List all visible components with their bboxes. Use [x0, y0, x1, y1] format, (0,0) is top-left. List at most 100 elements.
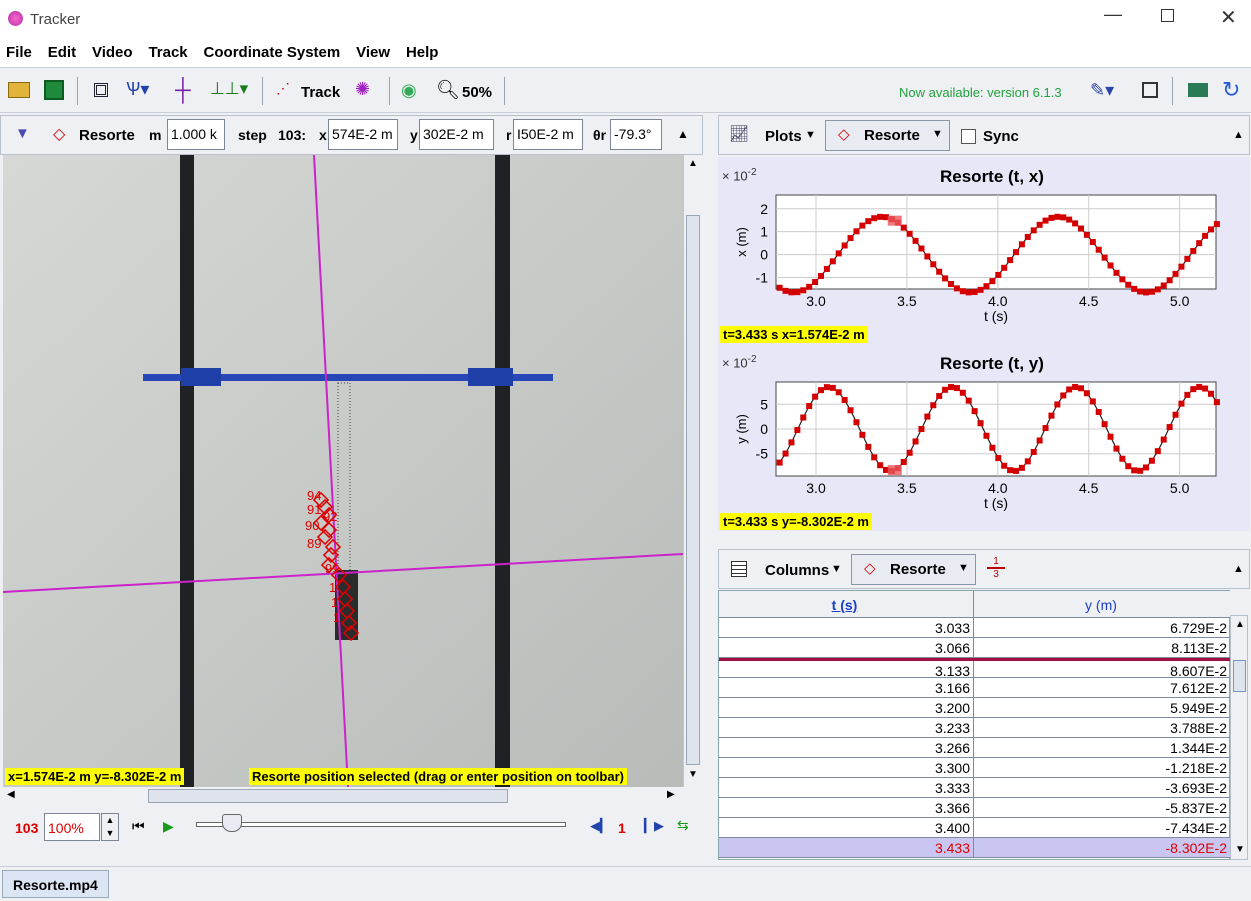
eye-icon[interactable]: ◉ [401, 80, 417, 100]
table-row[interactable]: 3.233 3.788E-2 [719, 718, 1230, 738]
refresh-icon[interactable]: ↻ [1222, 77, 1241, 102]
cell-y[interactable]: 3.788E-2 [1170, 720, 1227, 736]
zoom-level[interactable]: 50% [462, 84, 493, 101]
cell-t[interactable]: 3.033 [719, 618, 974, 638]
cell-t[interactable]: 3.200 [719, 698, 974, 718]
table-row[interactable]: 3.366 -5.837E-2 [719, 798, 1230, 818]
table-row[interactable]: 3.200 5.949E-2 [719, 698, 1230, 718]
rate-field[interactable]: 100% [44, 813, 100, 841]
table-row[interactable]: 3.066 8.113E-2 [719, 638, 1230, 658]
cell-y[interactable]: -1.218E-2 [1165, 760, 1227, 776]
table-row[interactable]: 3.433 -8.302E-2 [719, 838, 1230, 858]
cell-y[interactable]: 8.607E-2 [1170, 663, 1227, 679]
plot-x-chart[interactable]: 3.0 3.5 4.0 4.5 5.0 2 1 0 -1 x (m) t (s) [718, 157, 1250, 344]
cell-y[interactable]: 1.344E-2 [1170, 740, 1227, 756]
menu-help[interactable]: Help [405, 44, 439, 61]
reset-icon[interactable]: ⏮ [132, 818, 145, 834]
cell-t[interactable]: 3.333 [719, 778, 974, 798]
measuring-tools-icon[interactable]: ⊥⊥▾ [210, 79, 249, 98]
r-magnitude-field[interactable]: I50E-2 m [513, 119, 583, 150]
collapse-icon[interactable]: ▲ [677, 127, 689, 141]
menu-coordinate-system[interactable]: Coordinate System [203, 44, 341, 61]
menu-edit[interactable]: Edit [47, 44, 77, 61]
menu-file[interactable]: File [6, 44, 32, 61]
video-view[interactable]: 94 91 92 90 89 99 1 1 1 x=1.574E-2 m y=-… [3, 155, 683, 787]
maximize-icon[interactable] [1161, 9, 1174, 22]
axes-icon[interactable]: ┼ [175, 77, 191, 102]
table-row[interactable]: 3.266 1.344E-2 [719, 738, 1230, 758]
plots-menu[interactable]: Plots [765, 128, 802, 145]
slider-handle[interactable] [222, 814, 242, 832]
table-row[interactable]: 3.166 7.612E-2 [719, 678, 1230, 698]
x-position-field[interactable]: 574E-2 m [328, 119, 398, 150]
close-icon[interactable]: ✕ [1220, 7, 1237, 29]
chevron-down-icon[interactable]: ▼ [958, 562, 969, 574]
calibration-tools-icon[interactable]: Ѱ▾ [126, 79, 150, 99]
table-row[interactable]: 3.133 8.607E-2 [719, 658, 1230, 681]
chevron-down-icon[interactable]: ▼ [932, 128, 943, 140]
notes-icon[interactable] [1142, 82, 1158, 98]
data-table[interactable]: t (s) y (m) 3.033 6.729E-2 3.066 8.113E-2 3.… [718, 590, 1230, 860]
collapse-icon[interactable]: ▲ [1233, 563, 1244, 575]
track-name[interactable]: Resorte [79, 127, 135, 144]
collapse-icon[interactable]: ▲ [1233, 129, 1244, 141]
table-scrollbar[interactable]: ▲ ▼ [1230, 615, 1248, 860]
video-vertical-scrollbar[interactable]: ▲ ▼ [683, 155, 701, 787]
cell-t[interactable]: 3.266 [719, 738, 974, 758]
table-row[interactable]: 3.033 6.729E-2 [719, 618, 1230, 638]
table-row[interactable]: 3.400 -7.434E-2 [719, 818, 1230, 838]
cell-y[interactable]: -5.837E-2 [1165, 800, 1227, 816]
columns-menu[interactable]: Columns [765, 562, 830, 579]
cell-y[interactable]: -7.434E-2 [1165, 820, 1227, 836]
track-menu-icon[interactable]: ▼ [15, 125, 30, 142]
frame-slider[interactable] [196, 822, 566, 827]
rate-spinner[interactable]: ▲ ▼ [101, 813, 119, 841]
track-button[interactable]: Track [301, 84, 341, 101]
cell-y[interactable]: 7.612E-2 [1170, 680, 1227, 696]
step-back-icon[interactable]: ◀▎ [590, 818, 610, 833]
step-size[interactable]: 1 [618, 820, 626, 836]
save-icon[interactable] [44, 80, 64, 100]
cell-y[interactable]: 6.729E-2 [1170, 620, 1227, 636]
mass-field[interactable]: 1.000 k [167, 119, 225, 150]
cell-t[interactable]: 3.433 [719, 838, 974, 858]
table-row[interactable]: 3.300 -1.218E-2 [719, 758, 1230, 778]
menu-track[interactable]: Track [148, 44, 188, 61]
cell-y[interactable]: -3.693E-2 [1165, 780, 1227, 796]
plot-y-chart[interactable]: 3.0 3.5 4.0 4.5 5.0 5 0 -5 y (m) t (s) [718, 344, 1250, 531]
video-clip-icon[interactable] [94, 83, 108, 97]
menu-view[interactable]: View [356, 44, 391, 61]
plot-track-selector[interactable] [825, 120, 950, 151]
cell-t[interactable]: 3.166 [719, 678, 974, 698]
minimize-icon[interactable]: — [1104, 4, 1122, 24]
cell-t[interactable]: 3.066 [719, 638, 974, 658]
table-scroll-thumb[interactable] [1233, 660, 1246, 692]
zoom-icon[interactable]: 🔍︎ [436, 80, 461, 101]
video-horizontal-scrollbar[interactable]: ◀ ▶ [3, 787, 683, 805]
plot-y-panel[interactable]: 3.0 3.5 4.0 4.5 5.0 5 0 -5 y (m) t (s) × 10-2 Res… [718, 344, 1250, 531]
open-folder-icon[interactable] [8, 82, 30, 98]
sync-checkbox[interactable] [961, 129, 976, 144]
column-header-t[interactable]: t (s) [719, 591, 974, 618]
autotracker-icon[interactable]: ✺ [355, 79, 371, 99]
cell-y[interactable]: 5.949E-2 [1170, 700, 1227, 716]
play-icon[interactable]: ▶ [163, 818, 174, 834]
table-track-selector[interactable] [851, 554, 976, 585]
memory-icon[interactable] [1188, 83, 1208, 97]
pencil-icon[interactable]: ✎▾ [1090, 80, 1115, 100]
vertical-scroll-thumb[interactable] [686, 215, 700, 765]
y-position-field[interactable]: 302E-2 m [419, 119, 494, 150]
cell-t[interactable]: 3.133 [719, 661, 974, 681]
cell-t[interactable]: 3.300 [719, 758, 974, 778]
cell-t[interactable]: 3.400 [719, 818, 974, 838]
cell-t[interactable]: 3.233 [719, 718, 974, 738]
horizontal-scroll-thumb[interactable] [148, 789, 508, 803]
menu-video[interactable]: Video [91, 44, 133, 61]
loop-icon[interactable]: ⇆ [677, 817, 689, 833]
cell-y[interactable]: 8.113E-2 [1171, 640, 1227, 656]
column-header-y[interactable]: y (m) [1085, 597, 1117, 613]
plot-x-panel[interactable]: 3.0 3.5 4.0 4.5 5.0 2 1 0 -1 x (m) t (s) × 10-2 Re… [718, 157, 1250, 344]
update-notice[interactable]: Now available: version 6.1.3 [899, 85, 1062, 100]
tab-resorte-mp4[interactable]: Resorte.mp4 [2, 870, 109, 898]
